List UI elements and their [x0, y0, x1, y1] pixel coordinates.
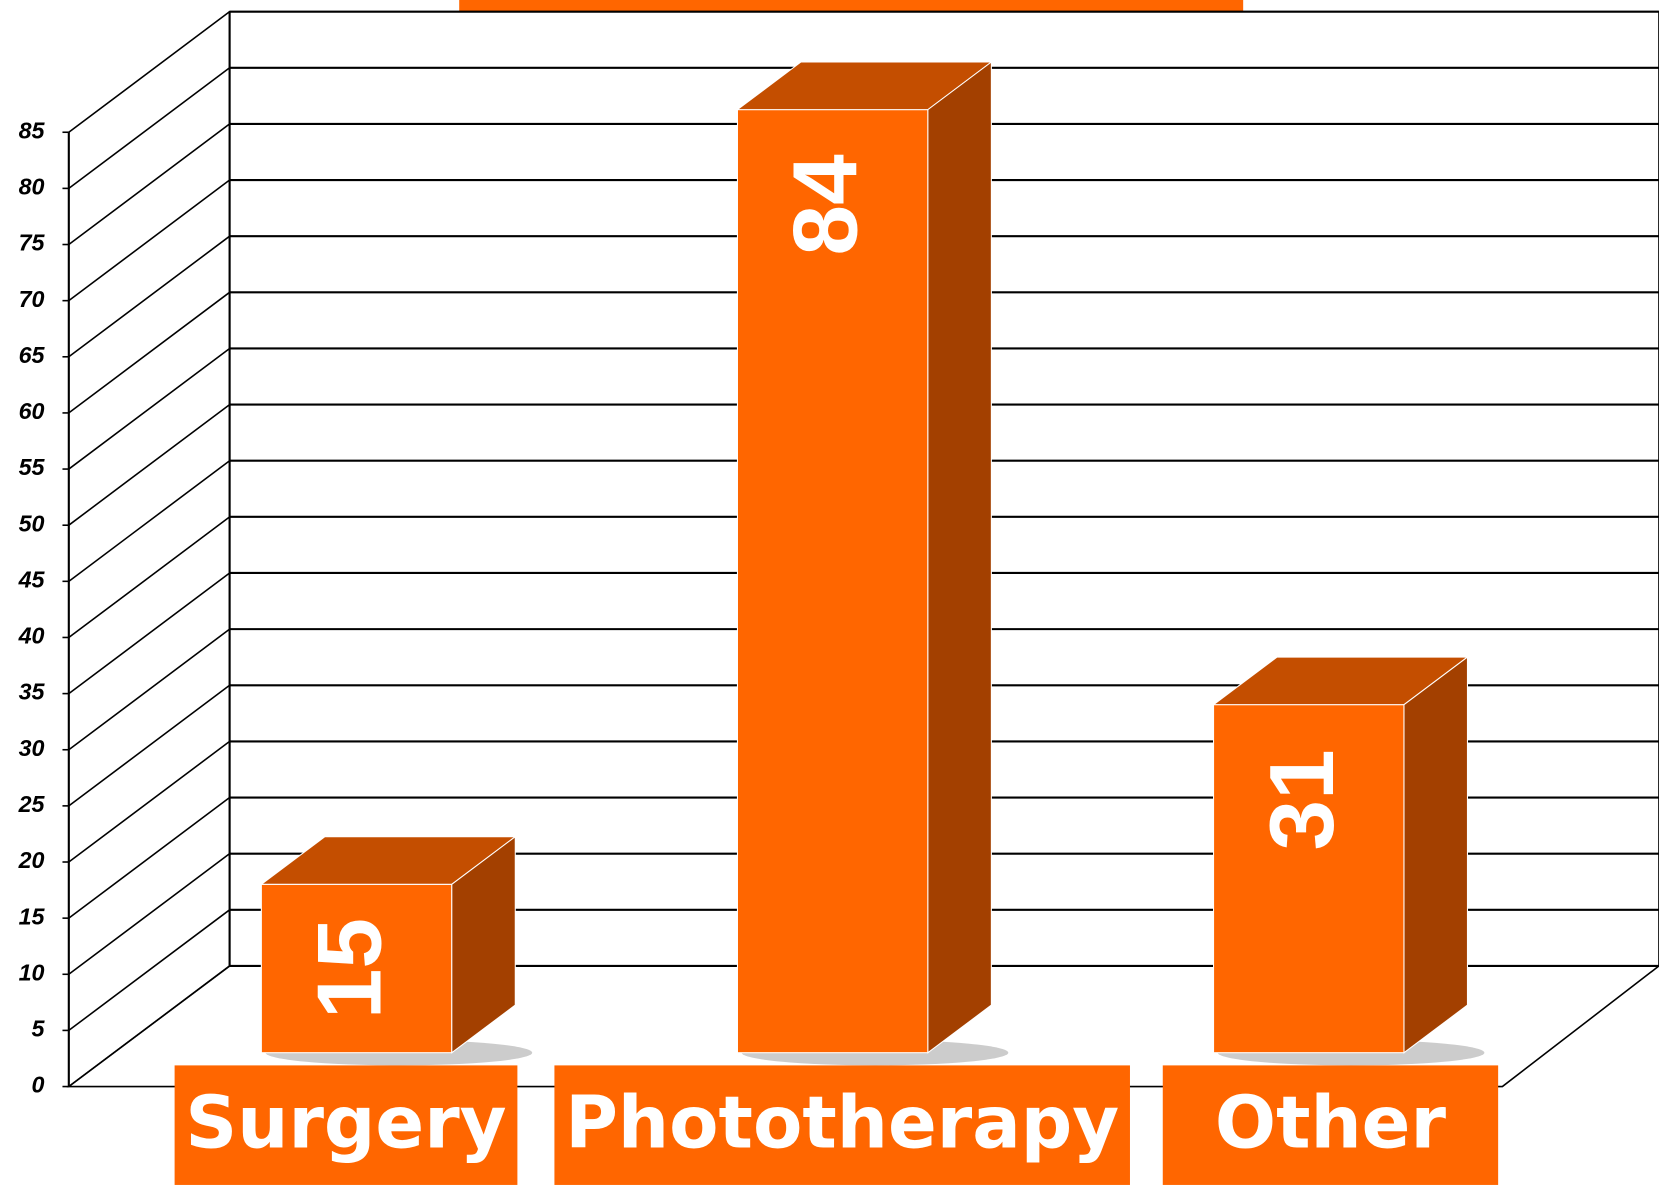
bar — [1213, 704, 1405, 1054]
grid-line — [68, 403, 231, 526]
grid-line — [68, 67, 231, 190]
grid-line — [68, 347, 231, 470]
grid-line — [68, 965, 231, 1088]
bar-side — [1403, 655, 1468, 1054]
bar-side — [451, 835, 516, 1054]
grid-line — [68, 853, 231, 975]
x-tick-label: Surgery — [185, 1080, 506, 1164]
grid-line — [68, 572, 231, 695]
bar — [260, 883, 453, 1054]
value-label: 84 — [776, 154, 877, 256]
value-label: 15 — [300, 918, 401, 1019]
grid-line — [68, 516, 231, 639]
y-tick-label: 55 — [19, 454, 46, 480]
y-tick-label: 85 — [19, 117, 46, 143]
grid-line — [68, 11, 231, 133]
y-tick-label: 40 — [18, 623, 45, 649]
x-tick-label: Other — [1215, 1080, 1447, 1164]
grid-line — [68, 740, 231, 863]
value-label: 31 — [1252, 749, 1353, 850]
y-tick-label: 60 — [19, 398, 45, 424]
title-box — [459, 0, 1244, 14]
y-tick-label: 25 — [18, 791, 46, 817]
y-tick-label: 75 — [19, 230, 46, 256]
grid-line — [68, 179, 231, 302]
y-tick-label: 20 — [18, 847, 45, 873]
category-box — [174, 1065, 518, 1185]
grid-line — [68, 684, 231, 807]
grid-line — [68, 628, 231, 751]
y-tick-label: 80 — [19, 174, 45, 200]
y-tick-label: 65 — [19, 342, 46, 368]
y-tick-label: 35 — [19, 679, 46, 705]
y-tick-label: 45 — [18, 566, 46, 592]
y-tick-label: 10 — [19, 959, 45, 985]
grid-line — [68, 909, 231, 1032]
grid-line — [68, 291, 231, 414]
y-tick-label: 5 — [32, 1016, 46, 1042]
y-tick-label: 70 — [19, 286, 45, 312]
bar — [736, 109, 929, 1054]
grid-line — [68, 460, 231, 582]
category-box — [554, 1065, 1130, 1185]
y-tick-label: 30 — [19, 735, 45, 761]
y-tick-label: 0 — [32, 1072, 45, 1098]
bar-side — [927, 60, 992, 1054]
grid-line — [68, 796, 231, 919]
category-box — [1162, 1065, 1499, 1185]
x-tick-label: Phototherapy — [565, 1080, 1119, 1164]
y-tick-label: 15 — [19, 903, 46, 929]
grid-line — [68, 235, 231, 358]
plot: 0 5 10 15 20 25 30 35 40 45 50 55 60 65 70 75 80 85 15 Surg… — [18, 10, 1659, 1185]
y-tick-label: 50 — [19, 510, 45, 536]
grid-line — [68, 123, 231, 246]
